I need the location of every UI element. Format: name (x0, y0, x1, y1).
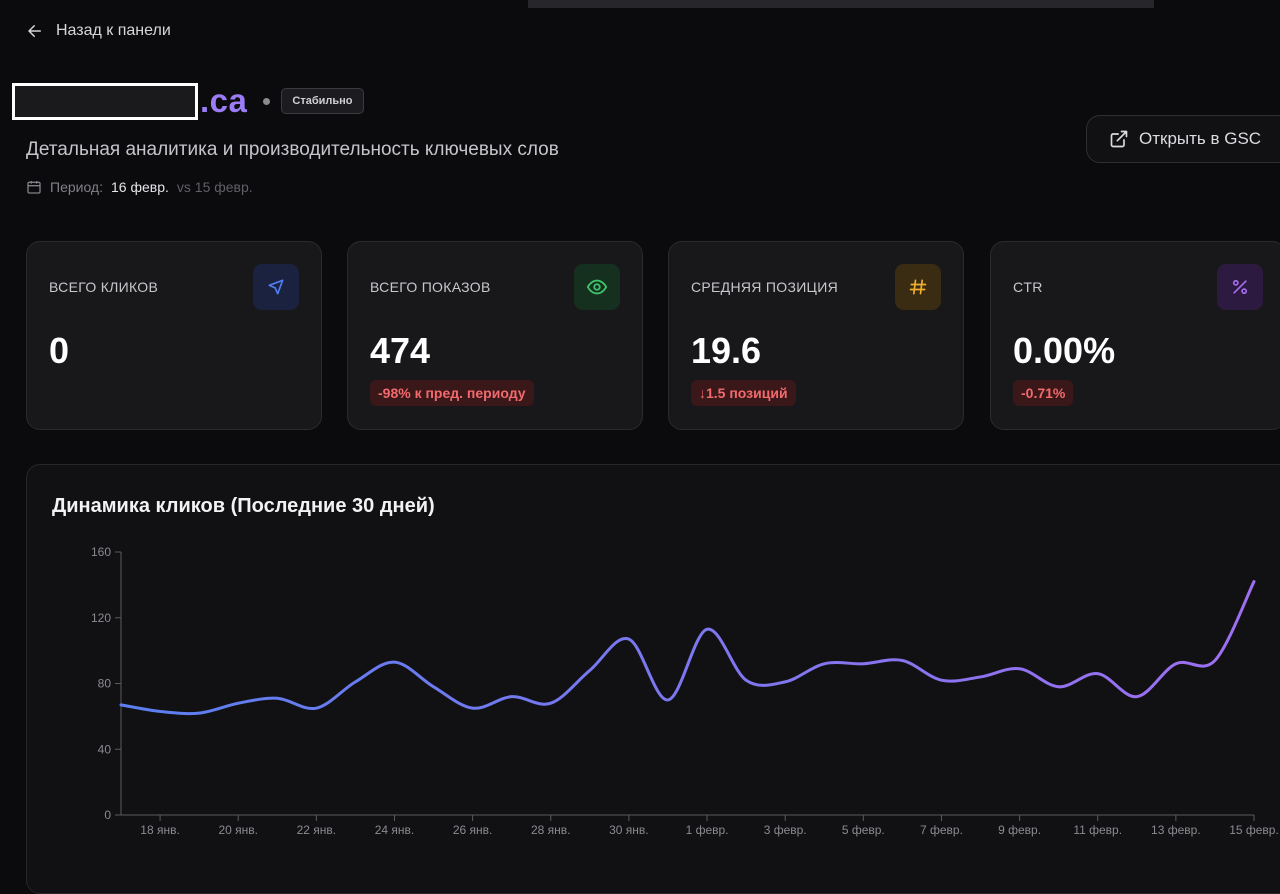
x-tick-label: 28 янв. (531, 823, 571, 837)
x-tick-label: 26 янв. (453, 823, 493, 837)
metric-value: 0 (49, 330, 70, 371)
x-tick-label: 15 февр. (1229, 823, 1279, 837)
clicks-series-line (119, 580, 1256, 716)
redacted-domain-name (12, 82, 198, 120)
status-badge: Стабильно (281, 88, 364, 114)
metric-label: СРЕДНЯЯ ПОЗИЦИЯ (691, 279, 838, 295)
x-tick-label: 1 февр. (686, 823, 729, 837)
cursor-icon (253, 264, 299, 310)
back-to-dashboard-link[interactable]: Назад к панели (26, 22, 171, 40)
open-gsc-label: Открыть в GSC (1139, 129, 1262, 148)
x-tick-label: 9 февр. (998, 823, 1041, 837)
hash-icon (895, 264, 941, 310)
metric-card-clicks: ВСЕГО КЛИКОВ 0 (26, 241, 322, 430)
metric-delta: -98% к пред. периоду (370, 380, 534, 406)
metric-value: 0.00% (1013, 330, 1116, 371)
arrow-left-icon (28, 25, 41, 37)
x-tick-label: 20 янв. (218, 823, 258, 837)
x-tick-label: 18 янв. (140, 823, 180, 837)
x-tick-label: 7 февр. (920, 823, 963, 837)
page-subtitle: Детальная аналитика и производительность… (26, 139, 559, 160)
chart-title: Динамика кликов (Последние 30 дней) (52, 495, 435, 517)
site-title: .ca Стабильно (12, 82, 364, 120)
y-tick-label: 160 (91, 545, 111, 559)
x-tick-label: 13 февр. (1151, 823, 1201, 837)
x-tick-label: 3 февр. (764, 823, 807, 837)
eye-icon (574, 264, 620, 310)
y-tick-label: 40 (98, 742, 112, 756)
metric-delta: ↓1.5 позиций (691, 380, 796, 406)
metric-label: CTR (1013, 279, 1043, 295)
metric-value: 19.6 (691, 330, 762, 371)
metric-value: 474 (370, 330, 431, 371)
calendar-icon (27, 181, 41, 194)
metric-card-position: СРЕДНЯЯ ПОЗИЦИЯ 19.6 ↓1.5 позиций (668, 241, 964, 430)
period-value: 16 февр. (111, 179, 169, 195)
metric-card-ctr: CTR 0.00% -0.71% (990, 241, 1280, 430)
y-tick-label: 0 (104, 808, 111, 822)
y-tick-label: 120 (91, 611, 111, 625)
metric-delta: -0.71% (1013, 380, 1074, 406)
x-tick-label: 5 февр. (842, 823, 885, 837)
x-tick-label: 30 янв. (609, 823, 649, 837)
x-tick-label: 24 янв. (375, 823, 415, 837)
top-window-strip (528, 0, 1154, 8)
metric-card-impressions: ВСЕГО ПОКАЗОВ 474 -98% к пред. периоду (347, 241, 643, 430)
percent-icon (1217, 264, 1263, 310)
period-info: Период: 16 февр. vs 15 февр. (26, 179, 253, 195)
open-gsc-button[interactable]: Открыть в GSC (1086, 115, 1280, 163)
x-tick-label: 11 февр. (1073, 823, 1122, 837)
status-dot (263, 97, 271, 105)
x-tick-label: 22 янв. (297, 823, 337, 837)
metric-label: ВСЕГО ПОКАЗОВ (370, 279, 491, 295)
y-tick-label: 80 (98, 677, 112, 691)
domain-suffix: .ca (200, 82, 248, 119)
period-compare: vs 15 февр. (176, 179, 253, 195)
metric-label: ВСЕГО КЛИКОВ (49, 279, 159, 295)
period-label: Период: (50, 179, 103, 195)
back-label: Назад к панели (56, 22, 171, 39)
external-link-icon (1110, 130, 1128, 148)
